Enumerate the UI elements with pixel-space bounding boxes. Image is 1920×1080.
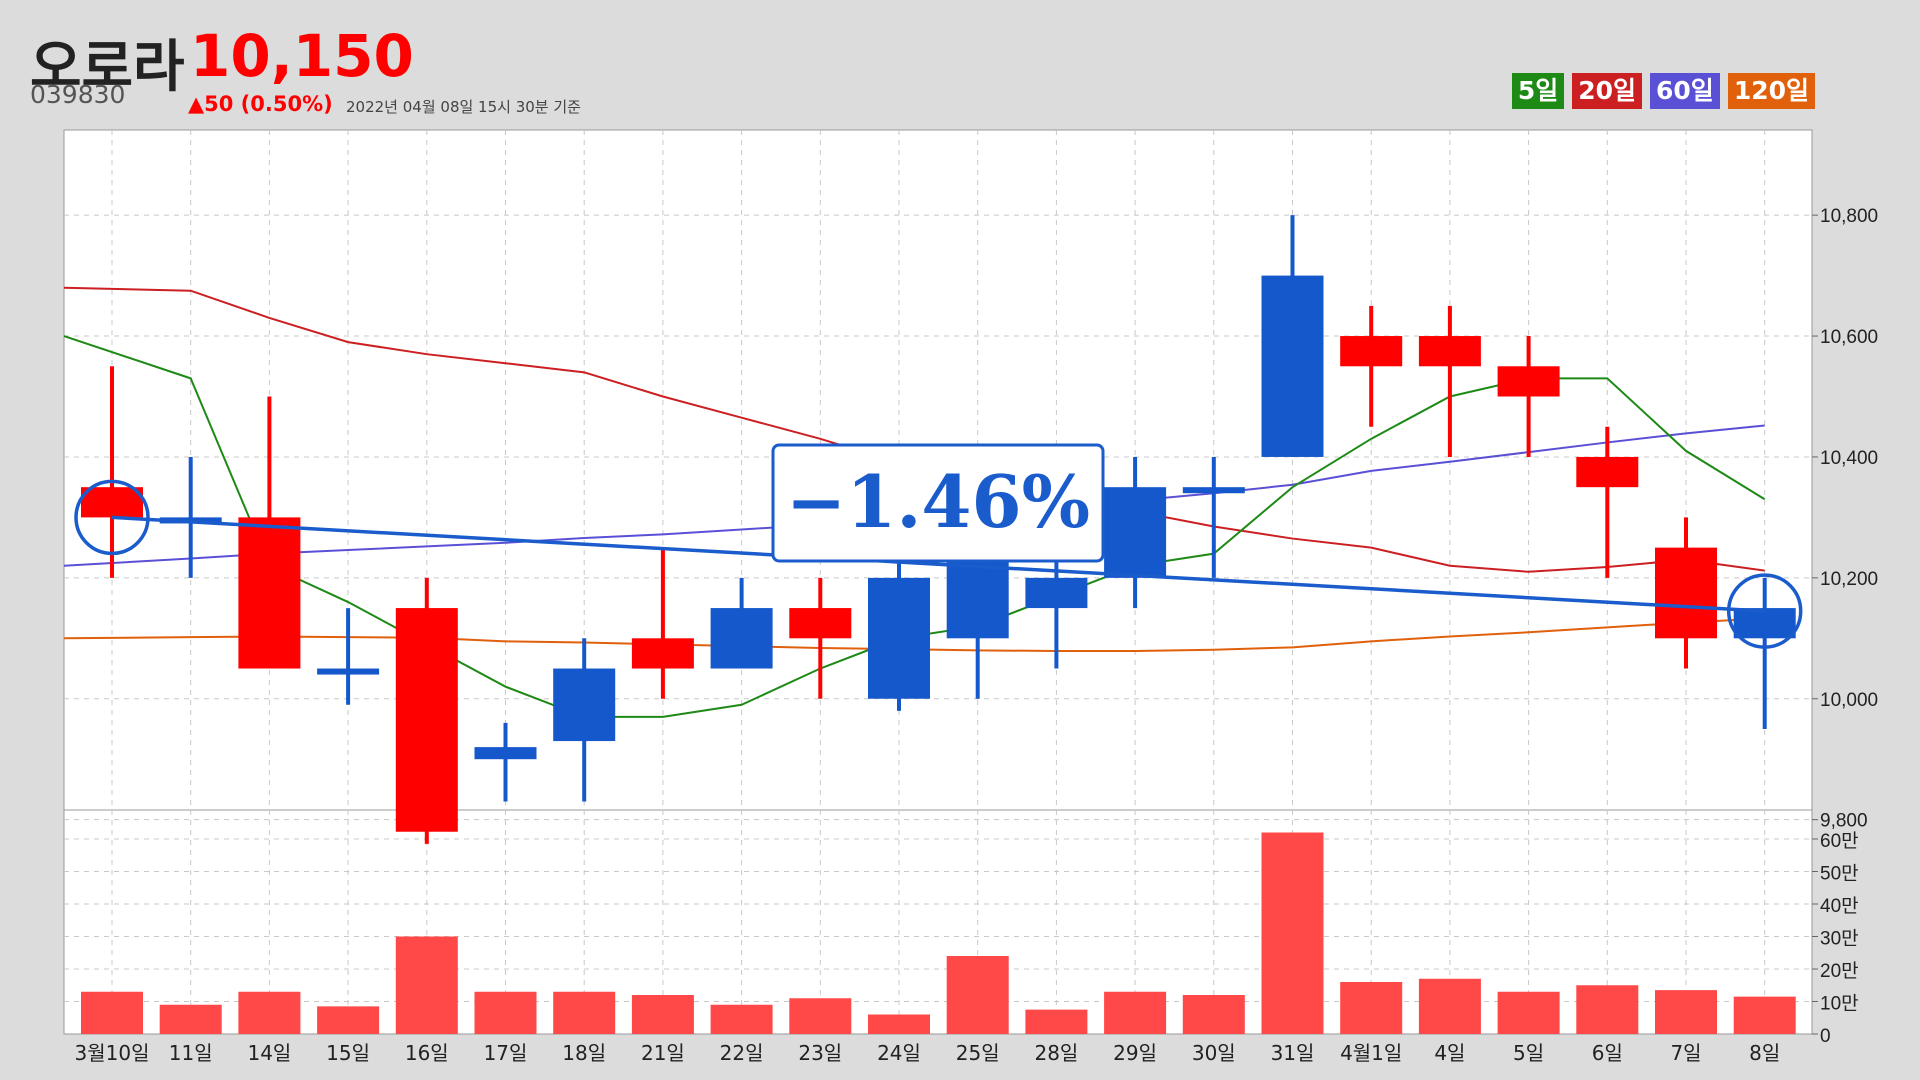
- ma120-legend[interactable]: 120일: [1727, 73, 1815, 109]
- x-tick-label: 8일: [1749, 1041, 1780, 1065]
- x-tick-label: 4월1일: [1340, 1041, 1402, 1065]
- change-badge-text: −1.46%: [786, 459, 1090, 544]
- ma-line-120일: [63, 617, 1765, 652]
- x-tick-label: 24일: [877, 1041, 921, 1065]
- volume-bar: [159, 1004, 222, 1034]
- candle-body: [395, 608, 458, 832]
- current-price: 10,150: [190, 22, 414, 90]
- volume-tick-label: 0: [1820, 1026, 1831, 1047]
- y-tick-label: 10,400: [1820, 448, 1878, 469]
- price-change: ▲50 (0.50%): [188, 92, 333, 116]
- x-tick-label: 31일: [1271, 1041, 1315, 1065]
- stock-code: 039830: [30, 80, 126, 109]
- volume-bar: [1655, 990, 1717, 1034]
- volume-bar: [946, 956, 1009, 1034]
- ma20-legend[interactable]: 20일: [1572, 73, 1643, 109]
- volume-bar: [317, 1006, 380, 1034]
- volume-bar: [1576, 985, 1639, 1034]
- ma60-legend[interactable]: 60일: [1650, 73, 1720, 109]
- x-tick-label: 18일: [562, 1041, 606, 1065]
- y-tick-label: 10,200: [1820, 569, 1878, 590]
- x-tick-label: 7일: [1670, 1041, 1701, 1065]
- end-point-marker: [1726, 573, 1803, 649]
- candle-body: [1576, 456, 1639, 488]
- candle-body: [238, 517, 301, 669]
- ma-line-5일: [63, 335, 1766, 718]
- x-tick-label: 29일: [1113, 1041, 1157, 1065]
- volume-tick-label: 30만: [1820, 928, 1859, 950]
- candle-body: [1655, 547, 1717, 639]
- y-tick-label: 10,600: [1820, 327, 1878, 348]
- candle-body: [81, 487, 143, 518]
- candle-body: [317, 668, 380, 675]
- candle-body: [474, 747, 537, 760]
- x-tick-label: 4일: [1434, 1041, 1465, 1065]
- candle-body: [946, 547, 1009, 639]
- volume-bar: [1104, 991, 1167, 1034]
- y-tick-label: 10,800: [1820, 206, 1878, 227]
- candle-body: [1104, 487, 1167, 578]
- volume-bar: [1497, 991, 1560, 1034]
- volume-bar: [1340, 982, 1403, 1034]
- candle-body: [1025, 577, 1088, 609]
- volume-bar: [710, 1004, 773, 1034]
- candle-body: [710, 608, 773, 669]
- volume-bar: [474, 991, 537, 1034]
- change-badge: [771, 443, 1105, 563]
- volume-bar: [1025, 1009, 1088, 1034]
- x-tick-label: 21일: [641, 1041, 685, 1065]
- ma5-legend[interactable]: 5일: [1511, 73, 1565, 109]
- candle-body: [1418, 336, 1481, 367]
- x-tick-label: 23일: [798, 1041, 842, 1065]
- volume-bar: [1418, 978, 1481, 1034]
- y-tick-label: 10,000: [1820, 690, 1878, 711]
- candle-body: [1182, 487, 1245, 494]
- x-tick-label: 28일: [1034, 1041, 1078, 1065]
- volume-bar: [631, 995, 694, 1034]
- y-tick-label: 9,800: [1820, 811, 1868, 832]
- volume-bar: [81, 991, 143, 1034]
- volume-bar: [868, 1014, 930, 1034]
- candle-body: [868, 577, 930, 699]
- volume-tick-label: 50만: [1820, 863, 1859, 885]
- trend-line: [111, 515, 1765, 613]
- x-tick-label: 30일: [1192, 1041, 1236, 1065]
- candle-body: [553, 668, 616, 742]
- x-tick-label: 25일: [956, 1041, 1000, 1065]
- volume-bar: [1733, 996, 1796, 1034]
- volume-bar: [238, 991, 301, 1034]
- x-tick-label: 5일: [1513, 1041, 1544, 1065]
- candle-body: [631, 638, 694, 669]
- moving-average-legend: 5일 20일 60일 120일: [1511, 73, 1815, 109]
- x-tick-label: 16일: [405, 1041, 449, 1065]
- candle-body: [789, 608, 852, 639]
- candle-body: [1261, 275, 1324, 457]
- x-tick-label: 17일: [484, 1041, 528, 1065]
- x-tick-label: 3월10일: [75, 1041, 150, 1065]
- volume-bar: [789, 998, 852, 1034]
- candle-body: [1497, 366, 1560, 397]
- volume-tick-label: 60만: [1820, 830, 1859, 852]
- timestamp: 2022년 04월 08일 15시 30분 기준: [346, 98, 581, 116]
- candle-body: [1340, 336, 1403, 367]
- x-tick-label: 11일: [169, 1041, 213, 1065]
- x-tick-label: 6일: [1592, 1041, 1623, 1065]
- volume-bar: [553, 991, 616, 1034]
- x-tick-label: 22일: [720, 1041, 764, 1065]
- candle-body: [1733, 608, 1796, 639]
- volume-bar: [1182, 995, 1245, 1034]
- volume-bar: [395, 936, 458, 1034]
- volume-tick-label: 20만: [1820, 960, 1859, 982]
- x-tick-label: 15일: [326, 1041, 370, 1065]
- x-tick-label: 14일: [247, 1041, 291, 1065]
- volume-bar: [1261, 832, 1324, 1034]
- volume-tick-label: 40만: [1820, 895, 1859, 917]
- stock-name: 오로라: [30, 35, 185, 100]
- volume-tick-label: 10만: [1820, 993, 1859, 1015]
- start-point-marker: [74, 479, 150, 556]
